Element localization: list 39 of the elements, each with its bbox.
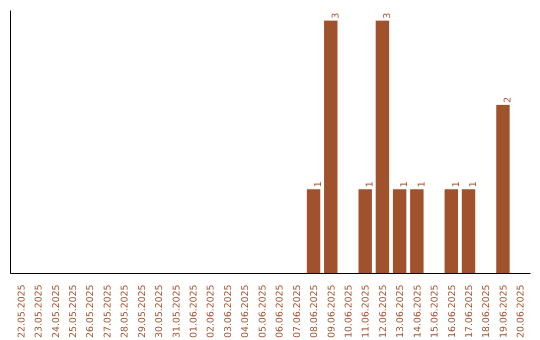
x-tick-label: 28.05.2025 xyxy=(120,284,131,338)
x-tick-label: 31.05.2025 xyxy=(171,284,182,338)
x-tick-label: 10.06.2025 xyxy=(343,284,354,338)
x-tick-label: 17.06.2025 xyxy=(464,284,476,338)
x-tick-label: 09.06.2025 xyxy=(326,284,338,338)
data-label: 3 xyxy=(382,12,393,19)
data-label: 1 xyxy=(416,181,428,188)
x-tick-label: 08.06.2025 xyxy=(309,284,320,338)
x-tick-label: 05.06.2025 xyxy=(257,284,268,338)
data-label: 1 xyxy=(399,181,410,188)
x-tick-label: 20.06.2025 xyxy=(516,284,527,338)
data-label: 3 xyxy=(330,12,342,19)
x-tick-label: 22.05.2025 xyxy=(16,284,28,338)
x-tick-label: 04.06.2025 xyxy=(240,284,252,338)
data-label: 2 xyxy=(502,96,514,103)
data-label: 1 xyxy=(450,181,462,188)
x-tick-label: 27.05.2025 xyxy=(102,284,114,338)
x-tick-label: 11.06.2025 xyxy=(360,284,372,338)
x-tick-label: 01.06.2025 xyxy=(188,284,200,338)
x-tick-label: 15.06.2025 xyxy=(430,284,441,338)
data-label: 1 xyxy=(468,181,480,188)
x-tick-label: 25.05.2025 xyxy=(68,284,79,338)
x-tick-label: 30.05.2025 xyxy=(154,284,166,338)
x-tick-label: 13.06.2025 xyxy=(395,284,406,338)
x-tick-label: 24.05.2025 xyxy=(50,284,62,338)
x-tick-label: 19.06.2025 xyxy=(498,284,510,338)
x-tick-label: 26.05.2025 xyxy=(85,284,96,338)
x-tick-label: 29.05.2025 xyxy=(136,284,148,338)
x-tick-label: 12.06.2025 xyxy=(378,284,389,338)
data-label: 1 xyxy=(364,181,376,188)
x-tick-label: 03.06.2025 xyxy=(222,284,234,338)
x-tick-label: 18.06.2025 xyxy=(481,284,492,338)
x-tick-label: 07.06.2025 xyxy=(292,284,303,338)
x-tick-label: 23.05.2025 xyxy=(34,284,45,338)
x-tick-label: 02.06.2025 xyxy=(206,284,217,338)
x-tick-label: 06.06.2025 xyxy=(274,284,286,338)
data-label: 1 xyxy=(313,181,324,188)
x-tick-label: 16.06.2025 xyxy=(446,284,458,338)
x-tick-label: 14.06.2025 xyxy=(412,284,424,338)
